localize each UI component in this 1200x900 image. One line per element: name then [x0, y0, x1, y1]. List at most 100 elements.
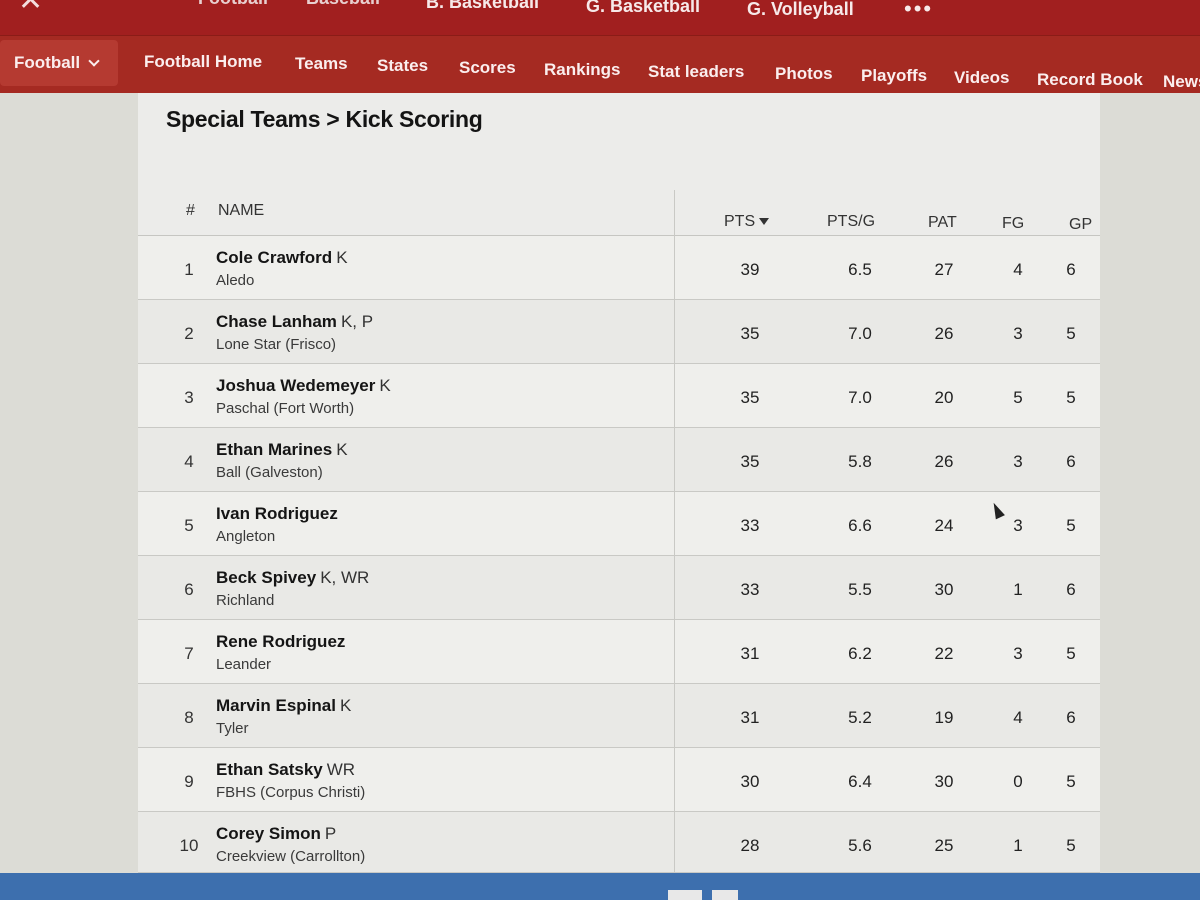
col-header-pts-per-game[interactable]: PTS/G	[827, 213, 876, 230]
table-row[interactable]: 2 Chase Lanham K, P Lone Star (Frisco) 35…	[138, 300, 1100, 364]
cell-pts: 35	[740, 388, 760, 407]
cell-fg: 4	[1013, 708, 1023, 727]
nav-videos[interactable]: Videos	[954, 68, 1010, 87]
cell-fg: 3	[1013, 516, 1023, 535]
player-school[interactable]: Aledo	[216, 272, 255, 289]
player-school[interactable]: Lone Star (Frisco)	[216, 336, 337, 353]
row-rank: 9	[184, 772, 194, 791]
col-header-fg[interactable]: FG	[1002, 215, 1025, 232]
player-name[interactable]: Chase Lanham K, P	[216, 312, 373, 332]
nav-football-home[interactable]: Football Home	[144, 52, 263, 71]
stats-table: # NAME PTS PTS/G PAT FG GP 1 Cole Crawfo…	[138, 180, 1100, 873]
col-header-pat[interactable]: PAT	[928, 214, 957, 231]
table-header: # NAME PTS PTS/G PAT FG GP	[138, 180, 1100, 236]
col-header-name[interactable]: NAME	[218, 202, 265, 219]
cell-pts-per-game: 5.2	[848, 708, 872, 727]
row-rank: 2	[184, 324, 194, 343]
cell-gp: 6	[1066, 452, 1076, 471]
table-row[interactable]: 9 Ethan Satsky WR FBHS (Corpus Christi) 3…	[138, 748, 1100, 812]
table-row[interactable]: 1 Cole Crawford K Aledo 39 6.5 27 4 6	[138, 236, 1100, 300]
player-name[interactable]: Ivan Rodriguez	[216, 504, 342, 524]
page-title: Special Teams > Kick Scoring	[166, 106, 483, 132]
cell-pts-per-game: 6.2	[848, 644, 872, 663]
row-rank: 4	[184, 452, 194, 471]
table-row[interactable]: 5 Ivan Rodriguez Angleton 33 6.6 24 3 5	[138, 492, 1100, 556]
player-school[interactable]: Angleton	[216, 528, 276, 545]
player-school[interactable]: FBHS (Corpus Christi)	[216, 784, 366, 801]
table-row[interactable]: 7 Rene Rodriguez Leander 31 6.2 22 3 5	[138, 620, 1100, 684]
table-row[interactable]: 3 Joshua Wedemeyer K Paschal (Fort Worth)…	[138, 364, 1100, 428]
table-row[interactable]: 6 Beck Spivey K, WR Richland 33 5.5 30 1 …	[138, 556, 1100, 620]
col-header-pts[interactable]: PTS	[724, 213, 770, 231]
cell-pat: 19	[934, 708, 954, 727]
nav-states[interactable]: States	[377, 56, 429, 75]
nav-playoffs[interactable]: Playoffs	[861, 66, 928, 85]
cell-gp: 5	[1066, 644, 1076, 663]
player-position: K	[336, 248, 348, 267]
sport-tab-baseball[interactable]: Baseball	[306, 0, 380, 9]
cell-pts: 28	[740, 836, 760, 855]
player-name[interactable]: Cole Crawford K	[216, 248, 348, 268]
sport-tab-football[interactable]: Football	[198, 0, 268, 9]
cell-pts: 33	[740, 580, 760, 599]
col-header-gp[interactable]: GP	[1069, 216, 1093, 233]
cell-fg: 4	[1013, 260, 1023, 279]
more-sports-icon[interactable]: •••	[904, 0, 934, 21]
player-name[interactable]: Marvin Espinal K	[216, 696, 351, 716]
player-school[interactable]: Creekview (Carrollton)	[216, 848, 366, 865]
sport-select-dropdown[interactable]: Football	[0, 40, 118, 86]
cell-pts-per-game: 7.0	[848, 388, 872, 407]
row-rank: 5	[184, 516, 194, 535]
table-row[interactable]: 10 Corey Simon P Creekview (Carrollton) 2…	[138, 812, 1100, 873]
player-school[interactable]: Tyler	[216, 720, 249, 737]
nav-record-book[interactable]: Record Book	[1037, 70, 1143, 89]
taskbar-icon[interactable]	[712, 890, 738, 900]
cell-pts: 33	[740, 516, 760, 535]
cell-pat: 30	[934, 772, 954, 791]
player-name-text: Rene Rodriguez	[216, 632, 346, 651]
table-row[interactable]: 8 Marvin Espinal K Tyler 31 5.2 19 4 6	[138, 684, 1100, 748]
cell-pts-per-game: 6.6	[848, 516, 872, 535]
nav-scores[interactable]: Scores	[459, 58, 516, 77]
chevron-down-icon	[88, 55, 100, 67]
nav-news[interactable]: News	[1163, 72, 1200, 91]
player-name-text: Ethan Marines	[216, 440, 333, 459]
player-school[interactable]: Leander	[216, 656, 272, 673]
cell-pts: 31	[740, 644, 760, 663]
cell-pts-per-game: 5.8	[848, 452, 872, 471]
column-divider	[674, 190, 675, 873]
row-rank: 8	[184, 708, 194, 727]
player-name-text: Beck Spivey	[216, 568, 317, 587]
player-name[interactable]: Joshua Wedemeyer K	[216, 376, 391, 396]
player-name[interactable]: Corey Simon P	[216, 824, 336, 844]
cell-gp: 5	[1066, 772, 1076, 791]
player-name[interactable]: Rene Rodriguez	[216, 632, 349, 652]
cell-fg: 3	[1013, 452, 1023, 471]
nav-photos[interactable]: Photos	[775, 64, 833, 83]
player-name-text: Ivan Rodriguez	[216, 504, 338, 523]
player-name[interactable]: Ethan Satsky WR	[216, 760, 355, 780]
player-school[interactable]: Paschal (Fort Worth)	[216, 400, 355, 417]
player-name[interactable]: Beck Spivey K, WR	[216, 568, 369, 588]
player-school[interactable]: Ball (Galveston)	[216, 464, 323, 481]
taskbar-icon[interactable]	[668, 890, 702, 900]
player-school[interactable]: Richland	[216, 592, 275, 609]
nav-stat-leaders[interactable]: Stat leaders	[648, 62, 745, 81]
sport-tab-girls-volleyball[interactable]: G. Volleyball	[747, 0, 854, 19]
site-logo-icon[interactable]: ✕	[18, 0, 44, 17]
col-header-rank: #	[186, 202, 195, 219]
sport-tab-girls-basketball[interactable]: G. Basketball	[586, 0, 701, 16]
cell-pts-per-game: 6.5	[848, 260, 872, 279]
player-name-text: Joshua Wedemeyer	[216, 376, 376, 395]
cell-gp: 5	[1066, 324, 1076, 343]
player-name[interactable]: Ethan Marines K	[216, 440, 348, 460]
sort-desc-icon	[759, 218, 770, 226]
cell-gp: 5	[1066, 516, 1076, 535]
cell-pts-per-game: 7.0	[848, 324, 872, 343]
player-position: K	[336, 440, 348, 459]
sport-tab-boys-basketball[interactable]: B. Basketball	[426, 0, 540, 12]
table-row[interactable]: 4 Ethan Marines K Ball (Galveston) 35 5.8…	[138, 428, 1100, 492]
nav-rankings[interactable]: Rankings	[544, 60, 621, 79]
cell-pat: 22	[934, 644, 954, 663]
nav-teams[interactable]: Teams	[295, 54, 348, 73]
